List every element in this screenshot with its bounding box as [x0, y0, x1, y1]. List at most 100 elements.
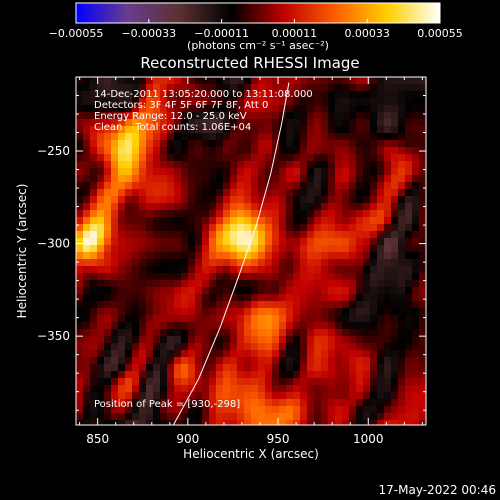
heatmap-cell — [363, 84, 371, 92]
heatmap-cell — [209, 161, 217, 169]
heatmap-cell — [258, 301, 266, 309]
heatmap-cell — [153, 140, 161, 148]
heatmap-cell — [188, 364, 196, 372]
heatmap-cell — [118, 77, 126, 85]
heatmap-cell — [286, 238, 294, 246]
heatmap-cell — [391, 420, 399, 425]
heatmap-cell — [146, 140, 154, 148]
heatmap-cell — [160, 238, 168, 246]
heatmap-cell — [342, 399, 350, 407]
heatmap-cell — [83, 413, 91, 421]
heatmap-cell — [139, 343, 147, 351]
heatmap-cell — [153, 392, 161, 400]
heatmap-cell — [132, 112, 140, 120]
heatmap-cell — [160, 259, 168, 267]
heatmap-cell — [139, 315, 147, 323]
heatmap-cell — [391, 203, 399, 211]
heatmap-cell — [356, 413, 364, 421]
heatmap-cell — [300, 168, 308, 176]
heatmap-cell — [321, 196, 329, 204]
heatmap-cell — [321, 350, 329, 358]
heatmap-cell — [202, 413, 210, 421]
heatmap-cell — [195, 189, 203, 197]
heatmap-cell — [146, 392, 154, 400]
heatmap-cell — [363, 252, 371, 260]
heatmap-cell — [90, 378, 98, 386]
heatmap-cell — [111, 245, 119, 253]
heatmap-cell — [160, 280, 168, 288]
heatmap-cell — [83, 119, 91, 127]
heatmap-cell — [272, 245, 280, 253]
heatmap-cell — [181, 371, 189, 379]
heatmap-cell — [174, 98, 182, 106]
heatmap-cell — [167, 259, 175, 267]
heatmap-cell — [118, 119, 126, 127]
heatmap-cell — [412, 77, 420, 85]
heatmap-cell — [307, 308, 315, 316]
heatmap-cell — [405, 308, 413, 316]
heatmap-cell — [272, 168, 280, 176]
heatmap-cell — [153, 161, 161, 169]
heatmap-cell — [223, 273, 231, 281]
heatmap-cell — [139, 154, 147, 162]
heatmap-cell — [132, 119, 140, 127]
heatmap-cell — [349, 189, 357, 197]
heatmap-cell — [139, 259, 147, 267]
heatmap-cell — [76, 371, 84, 379]
heatmap-cell — [356, 350, 364, 358]
heatmap-cell — [202, 140, 210, 148]
heatmap-cell — [90, 119, 98, 127]
heatmap-cell — [118, 273, 126, 281]
heatmap-cell — [349, 420, 357, 425]
heatmap-cell — [356, 210, 364, 218]
heatmap-cell — [153, 182, 161, 190]
heatmap-cell — [111, 238, 119, 246]
heatmap-cell — [286, 336, 294, 344]
heatmap-cell — [139, 238, 147, 246]
heatmap-cell — [370, 161, 378, 169]
heatmap-cell — [412, 175, 420, 183]
heatmap-cell — [391, 224, 399, 232]
heatmap-cell — [139, 168, 147, 176]
heatmap-cell — [398, 364, 406, 372]
heatmap-cell — [258, 126, 266, 134]
heatmap-cell — [391, 98, 399, 106]
heatmap-cell — [146, 364, 154, 372]
heatmap-cell — [104, 84, 112, 92]
heatmap-cell — [216, 273, 224, 281]
heatmap-cell — [279, 252, 287, 260]
heatmap-cell — [146, 112, 154, 120]
heatmap-cell — [153, 231, 161, 239]
heatmap-cell — [132, 105, 140, 113]
heatmap-cell — [188, 245, 196, 253]
heatmap-cell — [230, 175, 238, 183]
heatmap-cell — [181, 203, 189, 211]
heatmap-cell — [174, 308, 182, 316]
heatmap-cell — [160, 105, 168, 113]
heatmap-cell — [146, 189, 154, 197]
heatmap-cell — [356, 273, 364, 281]
heatmap-cell — [349, 168, 357, 176]
heatmap-cell — [265, 301, 273, 309]
heatmap-cell — [118, 161, 126, 169]
heatmap-cell — [370, 294, 378, 302]
heatmap-cell — [356, 280, 364, 288]
heatmap-cell — [258, 238, 266, 246]
heatmap-cell — [321, 378, 329, 386]
heatmap-cell — [335, 98, 343, 106]
heatmap-cell — [111, 231, 119, 239]
heatmap-cell — [342, 105, 350, 113]
heatmap-cell — [265, 294, 273, 302]
heatmap-cell — [265, 98, 273, 106]
heatmap-cell — [356, 140, 364, 148]
heatmap-cell — [237, 273, 245, 281]
heatmap-cell — [328, 77, 336, 85]
heatmap-cell — [202, 182, 210, 190]
heatmap-cell — [83, 336, 91, 344]
heatmap-cell — [251, 343, 259, 351]
heatmap-cell — [300, 189, 308, 197]
heatmap-cell — [97, 273, 105, 281]
heatmap-cell — [251, 308, 259, 316]
heatmap-cell — [104, 189, 112, 197]
heatmap-cell — [349, 378, 357, 386]
